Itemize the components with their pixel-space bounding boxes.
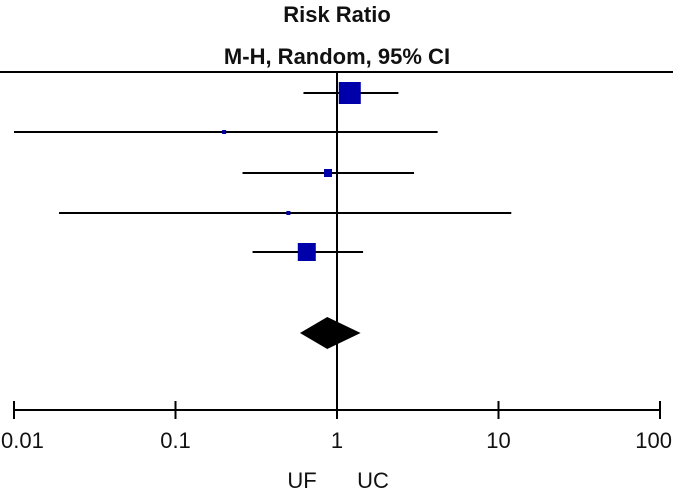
favours-left-label: UF [287,468,316,493]
study-point-marker [297,243,316,261]
x-tick-label: 100 [635,428,672,453]
study-point-marker [222,130,227,134]
x-tick-label: 0.01 [1,428,44,453]
study-point-marker [338,82,361,104]
study-rows [14,82,512,261]
header-line-1: Risk Ratio [283,2,391,27]
study-point-marker [324,169,333,177]
header-line-2: M-H, Random, 95% CI [224,44,450,69]
x-axis-ticks: 0.01 0.1 1 10 100 [1,401,672,453]
x-tick-label: 0.1 [160,428,191,453]
favours-right-label: UC [357,468,389,493]
x-tick-label: 10 [486,428,510,453]
study-point-marker [286,211,291,215]
pooled-diamond [299,317,361,349]
x-tick-label: 1 [331,428,343,453]
